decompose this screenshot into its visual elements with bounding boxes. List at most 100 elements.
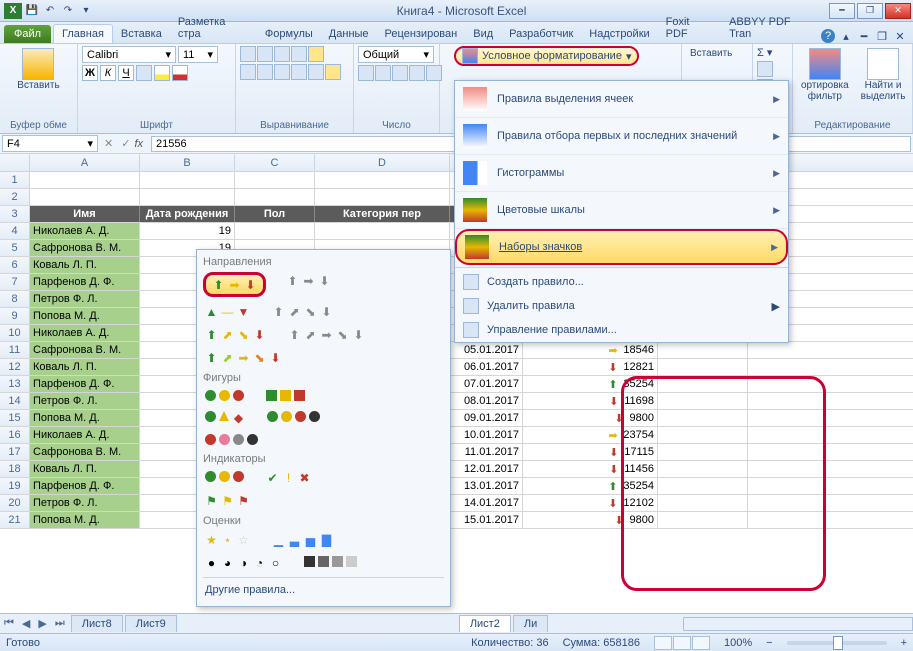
other-rules-link[interactable]: Другие правила... xyxy=(203,580,444,600)
iconset-redtoblack[interactable] xyxy=(203,432,260,447)
header-category[interactable]: Категория пер xyxy=(315,206,450,222)
cell-g-15[interactable] xyxy=(658,410,748,426)
row-head-12[interactable]: 12 xyxy=(0,359,30,375)
cell-date-16[interactable]: 10.01.2017 xyxy=(450,427,523,443)
cell-val-18[interactable]: ⬇11456 xyxy=(523,461,658,477)
iconset-3trafficlights[interactable] xyxy=(203,388,246,403)
cell-empty[interactable] xyxy=(235,172,315,188)
autosum-icon[interactable]: Σ ▾ xyxy=(757,46,772,59)
align-mid-icon[interactable] xyxy=(257,46,273,62)
cf-clear-rules[interactable]: Удалить правила▶ xyxy=(455,294,788,318)
iconset-4arrows-colored[interactable]: ⬆⬈⬊⬇ xyxy=(203,326,268,343)
cell-name-8[interactable]: Петров Ф. Л. xyxy=(30,291,140,307)
row-head-4[interactable]: 4 xyxy=(0,223,30,239)
bold-icon[interactable]: Ж xyxy=(82,65,98,81)
sort-filter-button[interactable]: ортировка фильтр xyxy=(797,46,853,104)
cell-empty[interactable] xyxy=(315,172,450,188)
iconset-3symbols-circled[interactable] xyxy=(203,469,246,486)
row-head-18[interactable]: 18 xyxy=(0,461,30,477)
col-head-C[interactable]: C xyxy=(235,154,315,171)
iconset-5arrows-colored[interactable]: ⬆⬈➡⬊⬇ xyxy=(203,349,284,366)
font-size-combo[interactable]: 11▾ xyxy=(178,46,218,63)
cell-name-6[interactable]: Коваль Л. П. xyxy=(30,257,140,273)
cell-date-17[interactable]: 11.01.2017 xyxy=(450,444,523,460)
cell-val-12[interactable]: ⬇12821 xyxy=(523,359,658,375)
italic-icon[interactable]: К xyxy=(100,65,116,81)
select-all-corner[interactable] xyxy=(0,154,30,171)
cf-icon-sets[interactable]: Наборы значков▶ xyxy=(455,229,788,265)
wrap-icon[interactable] xyxy=(308,46,324,62)
cell-name-5[interactable]: Сафронова В. М. xyxy=(30,240,140,256)
cell-date-20[interactable]: 14.01.2017 xyxy=(450,495,523,511)
cell-empty[interactable] xyxy=(30,189,140,205)
underline-icon[interactable]: Ч xyxy=(118,65,134,81)
tab-data[interactable]: Данные xyxy=(321,25,377,43)
border-icon[interactable] xyxy=(136,65,152,81)
col-head-B[interactable]: B xyxy=(140,154,235,171)
percent-icon[interactable] xyxy=(375,65,391,81)
cf-manage-rules[interactable]: Управление правилами... xyxy=(455,318,788,342)
row-head-14[interactable]: 14 xyxy=(0,393,30,409)
workbook-close-icon[interactable]: ✕ xyxy=(893,29,907,43)
header-gender[interactable]: Пол xyxy=(235,206,315,222)
cell-val-20[interactable]: ⬇12102 xyxy=(523,495,658,511)
find-select-button[interactable]: Найти и выделить xyxy=(857,46,910,104)
cf-new-rule[interactable]: Создать правило... xyxy=(455,270,788,294)
fill-icon[interactable] xyxy=(757,61,773,77)
cell-dob-4[interactable]: 19 xyxy=(140,223,235,239)
cell-g-21[interactable] xyxy=(658,512,748,528)
name-box[interactable]: F4▾ xyxy=(2,135,98,152)
cell-name-12[interactable]: Коваль Л. П. xyxy=(30,359,140,375)
workbook-minimize-icon[interactable]: ━ xyxy=(857,29,871,43)
conditional-formatting-button[interactable]: Условное форматирование ▾ xyxy=(454,46,639,66)
row-head-2[interactable]: 2 xyxy=(0,189,30,205)
cf-highlight-cells[interactable]: Правила выделения ячеек▶ xyxy=(455,81,788,118)
sheet-nav-first[interactable]: ⏮ xyxy=(0,617,18,630)
sheet-tab-4[interactable]: Ли xyxy=(513,615,548,632)
cell-val-13[interactable]: ⬆35254 xyxy=(523,376,658,392)
row-head-20[interactable]: 20 xyxy=(0,495,30,511)
row-head-19[interactable]: 19 xyxy=(0,478,30,494)
horizontal-scrollbar[interactable] xyxy=(683,617,913,631)
sheet-tab-1[interactable]: Лист8 xyxy=(71,615,123,632)
row-head-10[interactable]: 10 xyxy=(0,325,30,341)
sheet-tab-active[interactable]: Лист2 xyxy=(459,615,511,632)
inc-dec-icon[interactable] xyxy=(409,65,425,81)
iconset-3triangles[interactable]: ▲—▼ xyxy=(203,303,252,320)
iconset-3symbols[interactable]: ✔!✖ xyxy=(264,469,313,486)
iconset-3trafficlights-rimmed[interactable] xyxy=(264,388,307,403)
row-head-9[interactable]: 9 xyxy=(0,308,30,324)
cell-g-20[interactable] xyxy=(658,495,748,511)
cell-date-14[interactable]: 08.01.2017 xyxy=(450,393,523,409)
header-name[interactable]: Имя xyxy=(30,206,140,222)
iconset-3arrows-gray[interactable]: ⬆➡⬇ xyxy=(284,272,333,297)
zoom-out-icon[interactable]: − xyxy=(766,637,772,649)
cf-top-bottom[interactable]: Правила отбора первых и последних значен… xyxy=(455,118,788,155)
cell-name-19[interactable]: Парфенов Д. Ф. xyxy=(30,478,140,494)
row-head-21[interactable]: 21 xyxy=(0,512,30,528)
cell-date-12[interactable]: 06.01.2017 xyxy=(450,359,523,375)
row-head-6[interactable]: 6 xyxy=(0,257,30,273)
cell-name-11[interactable]: Сафронова В. М. xyxy=(30,342,140,358)
indent-inc-icon[interactable] xyxy=(308,64,324,80)
fx-cancel-icon[interactable]: ✕ xyxy=(100,137,117,150)
fx-icon[interactable]: fx xyxy=(134,138,143,150)
iconset-3arrows-colored[interactable]: ⬆➡⬇ xyxy=(203,272,266,297)
cell-name-9[interactable]: Попова М. Д. xyxy=(30,308,140,324)
cell-name-16[interactable]: Николаев А. Д. xyxy=(30,427,140,443)
qat-dropdown-icon[interactable]: ▾ xyxy=(78,3,94,19)
ribbon-minimize-icon[interactable]: ▴ xyxy=(839,29,853,43)
cell-val-14[interactable]: ⬇11698 xyxy=(523,393,658,409)
align-right-icon[interactable] xyxy=(274,64,290,80)
iconset-4arrows-gray[interactable]: ⬆⬈⬊⬇ xyxy=(270,303,335,320)
workbook-restore-icon[interactable]: ❐ xyxy=(875,29,889,43)
comma-icon[interactable] xyxy=(392,65,408,81)
cell-cat-4[interactable] xyxy=(315,223,450,239)
cell-date-18[interactable]: 12.01.2017 xyxy=(450,461,523,477)
cell-name-13[interactable]: Парфенов Д. Ф. xyxy=(30,376,140,392)
iconset-5boxes[interactable] xyxy=(302,554,359,571)
cell-empty[interactable] xyxy=(235,189,315,205)
cell-date-11[interactable]: 05.01.2017 xyxy=(450,342,523,358)
maximize-button[interactable]: ❐ xyxy=(857,3,883,19)
save-icon[interactable]: 💾 xyxy=(24,3,40,19)
